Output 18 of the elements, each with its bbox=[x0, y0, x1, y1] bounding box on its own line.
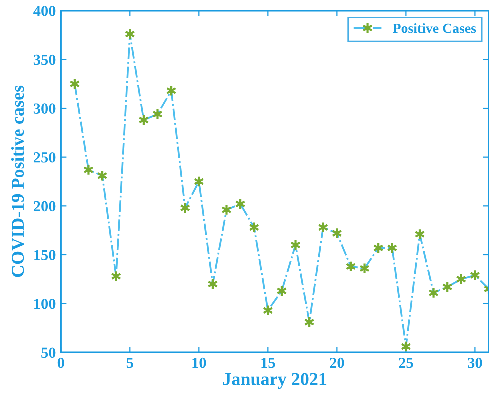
x-tick-label: 10 bbox=[192, 358, 206, 368]
y-tick-label: 200 bbox=[34, 201, 56, 212]
y-tick-label: 400 bbox=[34, 6, 56, 16]
x-tick-label: 15 bbox=[262, 358, 276, 368]
x-tick-label: 25 bbox=[399, 358, 414, 368]
y-axis-title: COVID-19 Positive cases bbox=[11, 86, 24, 278]
x-axis-title: January 2021 bbox=[223, 373, 327, 390]
x-tick-label: 0 bbox=[58, 358, 64, 368]
y-tick-label: 250 bbox=[34, 152, 56, 163]
y-tick-label: 50 bbox=[42, 348, 56, 358]
legend-label: Positive Cases bbox=[393, 23, 476, 34]
y-tick-label: 350 bbox=[34, 54, 56, 66]
y-tick-label: 150 bbox=[34, 250, 56, 260]
x-tick-label: 20 bbox=[330, 358, 344, 368]
x-tick-label: 5 bbox=[126, 358, 134, 368]
y-tick-label: 100 bbox=[34, 298, 56, 310]
x-tick-label: 30 bbox=[468, 358, 482, 368]
y-tick-label: 300 bbox=[34, 104, 56, 114]
